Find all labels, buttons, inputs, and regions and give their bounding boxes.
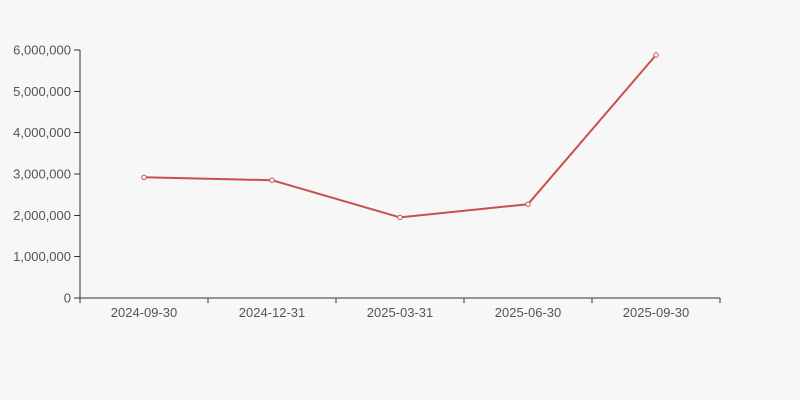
y-axis-label: 0 [64,291,71,306]
y-axis-label: 6,000,000 [13,43,71,58]
y-axis-label: 4,000,000 [13,125,71,140]
x-axis-label: 2024-09-30 [111,305,178,320]
data-point-marker[interactable] [269,177,275,183]
x-axis-label: 2025-06-30 [495,305,562,320]
y-axis-label: 5,000,000 [13,84,71,99]
y-axis-label: 2,000,000 [13,208,71,223]
y-axis-label: 1,000,000 [13,249,71,264]
x-axis: 2024-09-30 2024-12-31 2025-03-31 2025-06-30… [80,297,721,320]
series-line [143,54,657,219]
data-point-marker[interactable] [397,214,403,221]
line-series [141,52,659,221]
x-axis-label: 2024-12-31 [239,305,306,320]
y-axis: 0 1,000,000 2,000,000 3,000,000 4,000,000 5,0… [13,43,81,306]
x-axis-label: 2025-03-31 [367,305,434,320]
y-axis-label: 3,000,000 [13,167,71,182]
data-point-marker[interactable] [525,201,531,207]
data-point-marker[interactable] [653,52,659,58]
x-axis-label: 2025-09-30 [623,305,690,320]
data-point-marker[interactable] [141,174,147,181]
